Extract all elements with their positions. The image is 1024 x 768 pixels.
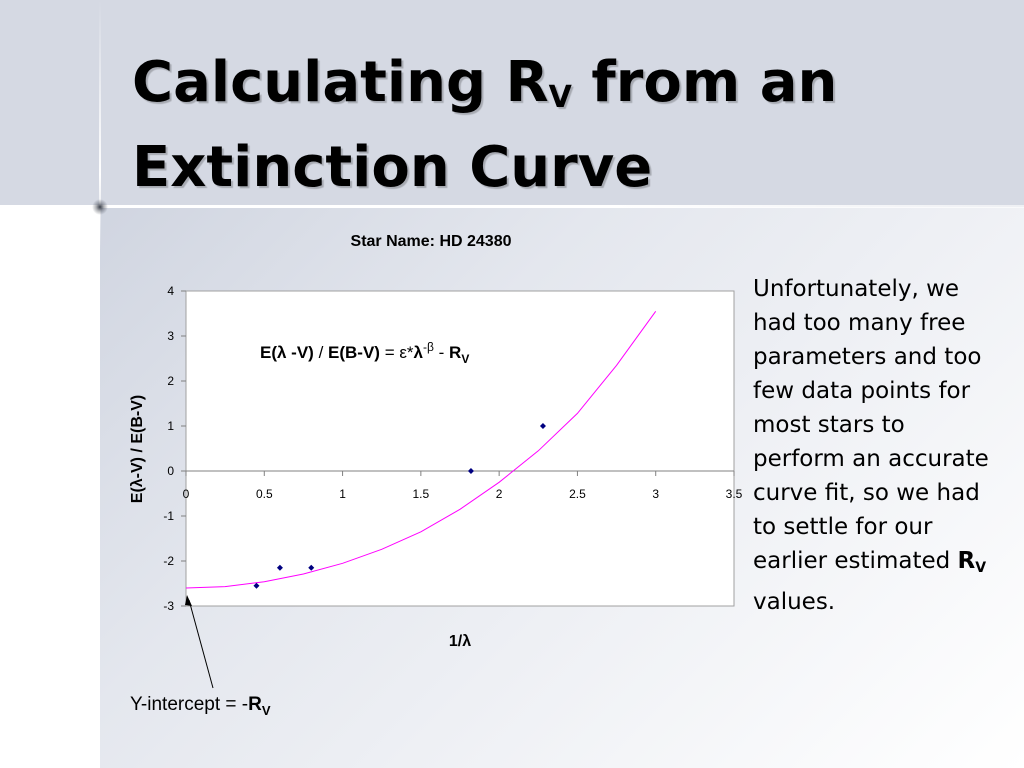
decorative-horizontal-line <box>0 205 1024 208</box>
equation-minus: - <box>434 343 449 362</box>
slide-title: Calculating RV from an Extinction Curve <box>132 48 837 203</box>
equation-denominator: E(B-V) <box>328 343 380 362</box>
y-tick-label: -2 <box>163 554 174 568</box>
body-end: values. <box>753 589 836 615</box>
x-tick-label: 2 <box>496 487 503 501</box>
x-axis-ticks: 0 0.5 1 1.5 2 2.5 3 3.5 <box>183 471 743 501</box>
x-tick-label: 0.5 <box>256 487 273 501</box>
body-paragraph: Unfortunately, we had too many free para… <box>753 276 989 574</box>
annotation-arrow-line <box>188 599 214 689</box>
x-tick-label: 0 <box>183 487 190 501</box>
y-axis-label: E(λ-V) / E(B-V) <box>129 395 146 503</box>
annotation-r-subscript: V <box>262 703 271 718</box>
equation-exponent: -β <box>423 340 434 354</box>
y-tick-label: 4 <box>167 284 174 298</box>
equation: E(λ -V) / E(B-V) = ε*λ-β - RV <box>260 340 469 366</box>
equation-equals: = ε* <box>380 343 414 362</box>
y-intercept-annotation: Y-intercept = -RV <box>130 694 271 718</box>
title-suffix: from an <box>571 50 838 115</box>
y-axis-ticks: 4 3 2 1 0 -1 -2 -3 <box>163 284 186 613</box>
annotation-arrowhead <box>185 595 192 606</box>
y-tick-label: 1 <box>167 419 174 433</box>
x-axis-label: 1/λ <box>449 633 471 650</box>
title-prefix: Calculating R <box>132 50 549 115</box>
plot-area <box>185 290 735 607</box>
x-tick-label: 3 <box>652 487 659 501</box>
title-subscript: V <box>548 80 572 115</box>
decorative-vertical-line <box>99 0 101 250</box>
y-tick-label: 2 <box>167 374 174 388</box>
chart-title: Star Name: HD 24380 <box>351 233 512 250</box>
x-tick-label: 1 <box>339 487 346 501</box>
x-tick-label: 3.5 <box>726 487 743 501</box>
x-tick-label: 1.5 <box>413 487 430 501</box>
data-point <box>539 423 546 429</box>
equation-slash: / <box>314 343 328 362</box>
data-point <box>467 468 474 474</box>
left-panel <box>0 207 100 768</box>
x-tick-label: 2.5 <box>569 487 586 501</box>
title-band <box>0 0 1024 207</box>
y-tick-label: -1 <box>163 509 174 523</box>
annotation-prefix: Y-intercept = - <box>130 694 248 715</box>
body-r: R <box>957 548 976 574</box>
decorative-star <box>92 199 108 215</box>
equation-r-subscript: V <box>461 352 469 366</box>
equation-lambda: λ <box>414 343 424 362</box>
data-point <box>308 564 315 571</box>
fit-curve <box>185 311 657 589</box>
body-r-subscript: V <box>975 560 987 576</box>
y-tick-label: -3 <box>163 599 174 613</box>
annotation-r: R <box>248 694 262 715</box>
equation-r: R <box>449 343 461 362</box>
equation-numerator: E(λ -V) <box>260 343 314 362</box>
data-points <box>253 423 546 589</box>
title-line2: Extinction Curve <box>132 135 653 200</box>
y-tick-label: 3 <box>167 329 174 343</box>
data-point <box>253 582 260 589</box>
body-text: Unfortunately, we had too many free para… <box>753 272 1003 619</box>
data-point <box>276 564 283 571</box>
y-tick-label: 0 <box>167 464 174 478</box>
